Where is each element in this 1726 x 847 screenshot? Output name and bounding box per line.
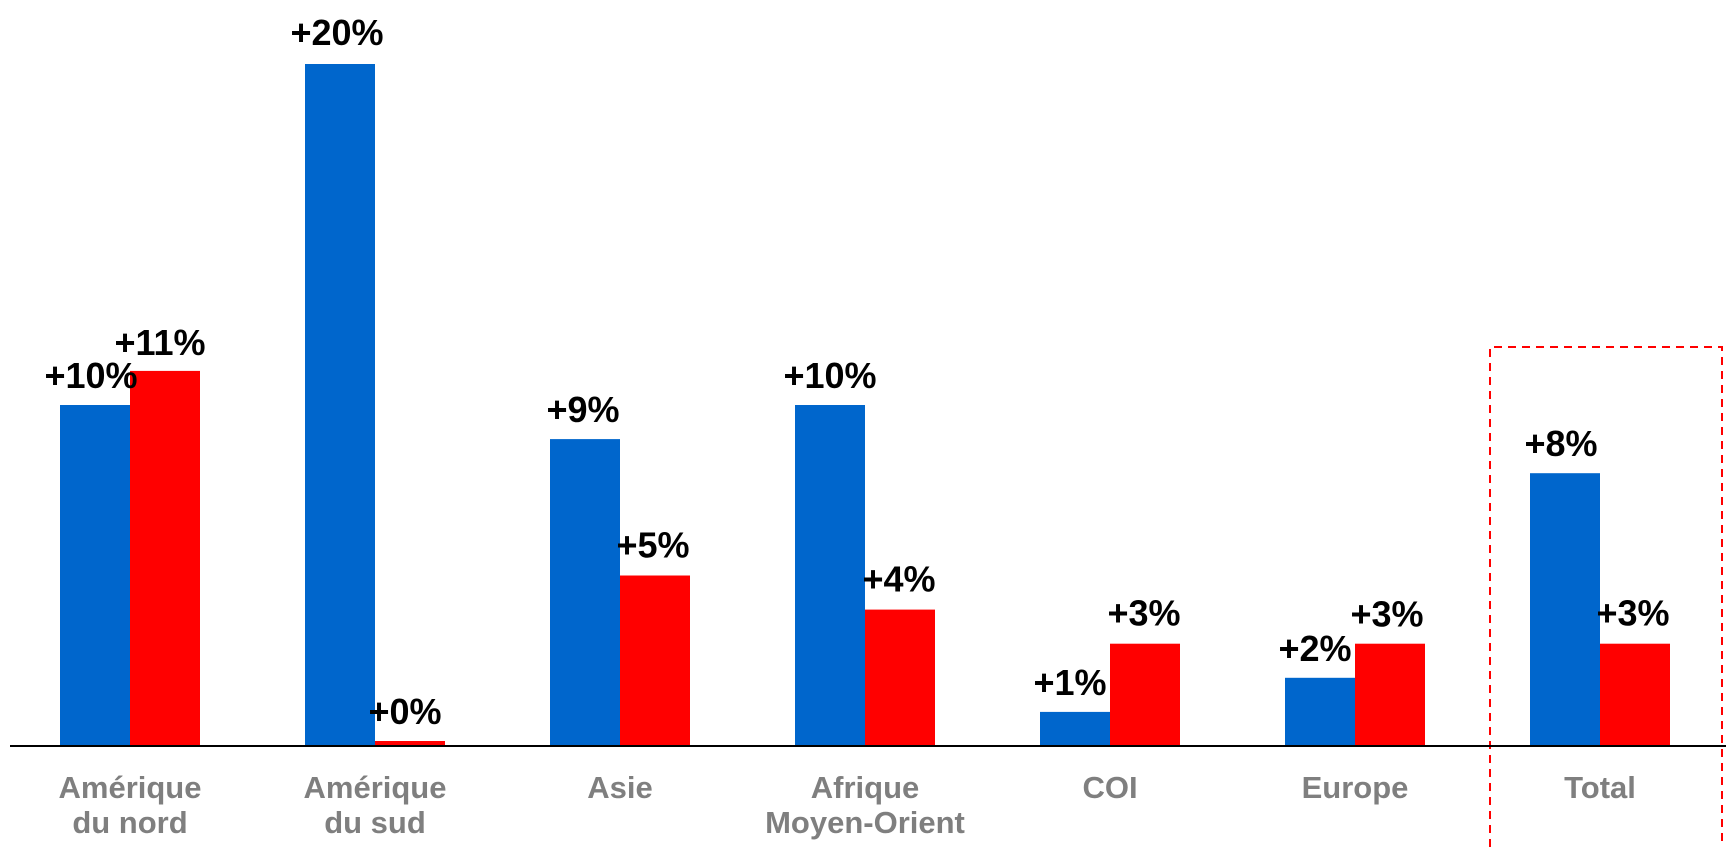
value-labels-layer: +10%+11%+20%+0%+9%+5%+10%+4%+1%+3%+2%+3%… xyxy=(44,12,1669,732)
bar-series1-cat4 xyxy=(795,405,865,746)
value-label-series1-cat5: +1% xyxy=(1033,662,1106,703)
category-label-2: Amérique du sud xyxy=(304,770,447,840)
value-label-series2-cat6: +3% xyxy=(1350,594,1423,635)
value-label-series2-cat1: +11% xyxy=(114,322,205,363)
total-highlight-layer xyxy=(1489,346,1723,847)
value-label-series2-cat2: +0% xyxy=(368,691,441,732)
bar-series2-cat6 xyxy=(1355,643,1425,746)
value-label-series1-cat1: +10% xyxy=(44,355,137,396)
value-label-series2-cat5: +3% xyxy=(1107,593,1180,634)
value-label-series1-cat6: +2% xyxy=(1278,628,1351,669)
category-label-1-line-1: Amérique xyxy=(59,770,202,805)
value-label-series1-cat2: +20% xyxy=(290,12,383,53)
category-label-4-line-2: Moyen-Orient xyxy=(765,805,965,840)
bar-series1-cat5 xyxy=(1040,711,1110,746)
bars-layer xyxy=(60,64,1670,746)
category-label-7: Total xyxy=(1564,770,1636,805)
bar-series1-cat6 xyxy=(1285,677,1355,746)
category-label-7-line-1: Total xyxy=(1564,770,1636,805)
value-label-series1-cat7: +8% xyxy=(1524,423,1597,464)
category-label-2-line-1: Amérique xyxy=(304,770,447,805)
bar-series2-cat3 xyxy=(620,575,690,746)
category-label-3: Asie xyxy=(587,770,652,805)
bar-series1-cat2 xyxy=(305,64,375,746)
category-label-6-line-1: Europe xyxy=(1302,770,1409,805)
total-highlight-box xyxy=(1489,346,1723,847)
category-label-4-line-1: Afrique xyxy=(811,770,920,805)
category-label-1: Amérique du nord xyxy=(59,770,202,840)
bar-series2-cat7 xyxy=(1600,643,1670,746)
bar-series1-cat7 xyxy=(1530,473,1600,746)
category-label-6: Europe xyxy=(1302,770,1409,805)
bar-series1-cat3 xyxy=(550,439,620,746)
value-label-series2-cat4: +4% xyxy=(862,559,935,600)
bar-series2-cat1 xyxy=(130,370,200,746)
category-label-3-line-1: Asie xyxy=(587,770,652,805)
category-label-4: Afrique Moyen-Orient xyxy=(765,770,965,840)
category-label-5-line-1: COI xyxy=(1082,770,1137,805)
value-label-series1-cat4: +10% xyxy=(783,355,876,396)
bar-series2-cat5 xyxy=(1110,643,1180,746)
bar-series2-cat2 xyxy=(375,741,445,746)
value-label-series2-cat7: +3% xyxy=(1596,593,1669,634)
category-label-5: COI xyxy=(1082,770,1137,805)
category-label-2-line-2: du sud xyxy=(324,805,426,840)
category-label-1-line-2: du nord xyxy=(72,805,187,840)
bar-series1-cat1 xyxy=(60,405,130,746)
value-label-series1-cat3: +9% xyxy=(546,389,619,430)
bar-series2-cat4 xyxy=(865,609,935,746)
value-label-series2-cat3: +5% xyxy=(616,525,689,566)
